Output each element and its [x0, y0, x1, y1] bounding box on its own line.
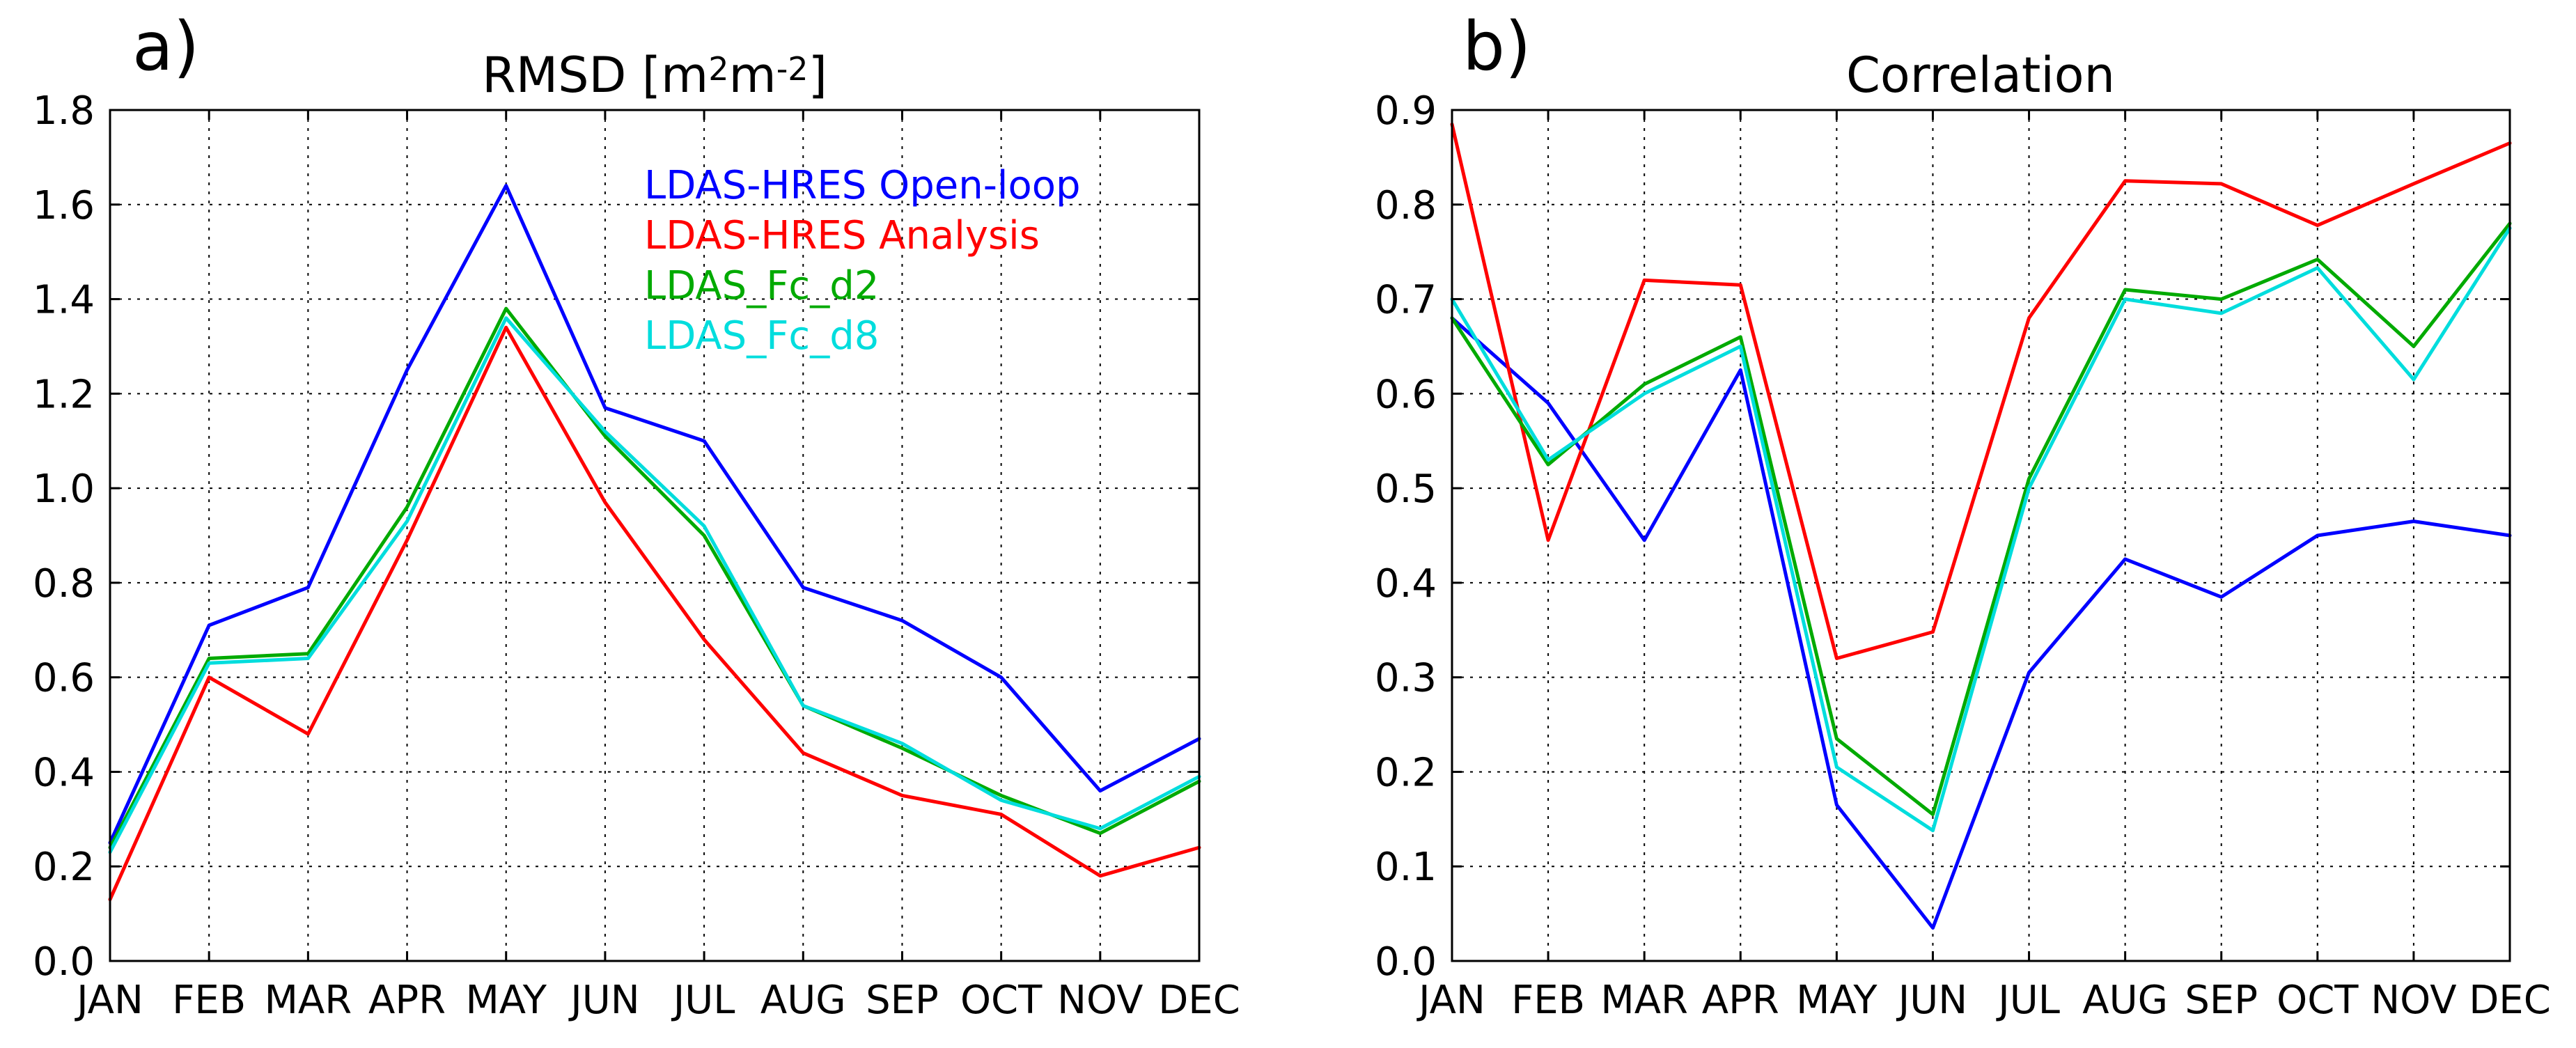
x-tick-label: JUL [671, 978, 735, 1023]
chart-title: RMSD [m2m-2] [482, 47, 827, 104]
x-tick-label: MAY [1796, 978, 1878, 1023]
x-tick-label: DEC [2469, 978, 2551, 1023]
panel-correlation: JAN FEB MAR APR MAY JUN JUL AUG SEP OCT NOV DEC 0.0 0… [1375, 8, 2551, 1023]
legend-entry: LDAS_Fc_d8 [644, 313, 879, 359]
x-tick-label: JUN [1896, 978, 1967, 1023]
y-tick-label: 0.2 [1375, 750, 1437, 795]
axes-frame [1451, 109, 2511, 962]
y-tick-label: 0.8 [33, 561, 95, 607]
x-tick-label: MAR [265, 978, 352, 1023]
series-line-ldas-fc-d8 [108, 316, 1201, 854]
title-segment: m [729, 47, 776, 104]
y-tick-label: 0.7 [1375, 278, 1437, 323]
y-tick-label: 1.0 [33, 467, 95, 512]
y-tick-label: 0.5 [1375, 467, 1437, 512]
x-tick-label: JAN [1416, 978, 1485, 1023]
y-tick-label: 0.0 [1375, 939, 1437, 985]
x-tick-label: MAR [1600, 978, 1688, 1023]
y-tick-label: 0.4 [1375, 561, 1437, 607]
panel-rmsd: JAN FEB MAR APR MAY JUN JUL AUG SEP OCT NOV DEC 0.0 0… [33, 8, 1240, 1023]
legend: LDAS-HRES Open-loop LDAS-HRES Analysis LDA… [644, 163, 1081, 359]
x-tick-label: MAY [465, 978, 547, 1023]
x-tick-label: DEC [1158, 978, 1240, 1023]
axes-frame [109, 109, 1201, 962]
x-tick-label: JAN [75, 978, 143, 1023]
x-tick-label: OCT [960, 978, 1043, 1023]
x-tick-label: AUG [2082, 978, 2168, 1023]
legend-entry: LDAS_Fc_d2 [644, 263, 879, 308]
y-tick-label: 0.6 [1375, 372, 1437, 417]
title-segment: RMSD [m [482, 47, 708, 104]
legend-entry: LDAS-HRES Analysis [644, 213, 1040, 258]
x-tick-label: NOV [1057, 978, 1143, 1023]
series-line-ldas-fc-d2 [1450, 221, 2512, 816]
series-line-ldas-hres-open-loop [108, 184, 1201, 845]
series-line-ldas-fc-d8 [1450, 226, 2512, 833]
x-tick-label: SEP [866, 978, 939, 1023]
y-tick-label: 1.2 [33, 372, 95, 417]
chart-title: Correlation [1846, 47, 2115, 104]
y-tick-label: 0.6 [33, 656, 95, 701]
title-superscript: 2 [708, 50, 728, 88]
y-tick-label: 0.3 [1375, 656, 1437, 701]
x-tick-label: OCT [2277, 978, 2359, 1023]
x-tick-label: FEB [172, 978, 246, 1023]
title-segment: ] [809, 47, 827, 104]
y-tick-label: 0.0 [33, 939, 95, 985]
y-tick-label: 0.1 [1375, 845, 1437, 890]
y-tick-label: 1.6 [33, 183, 95, 228]
panel-label: a) [132, 8, 199, 86]
x-tick-label: NOV [2371, 978, 2456, 1023]
y-tick-label: 0.2 [33, 845, 95, 890]
y-tick-label: 0.8 [1375, 183, 1437, 228]
title-superscript: -2 [776, 50, 809, 88]
x-tick-label: SEP [2185, 978, 2258, 1023]
y-tick-label: 1.4 [33, 278, 95, 323]
x-tick-label: JUL [1996, 978, 2060, 1023]
series-line-ldas-hres-analysis [1450, 122, 2512, 660]
x-tick-label: AUG [760, 978, 846, 1023]
series-line-ldas-hres-open-loop [1450, 316, 2512, 930]
series-line-ldas-hres-analysis [108, 325, 1201, 902]
x-tick-label: APR [1702, 978, 1779, 1023]
y-tick-label: 0.4 [33, 750, 95, 795]
panel-label: b) [1462, 8, 1531, 86]
title-segment: Correlation [1846, 47, 2115, 104]
x-tick-label: APR [368, 978, 446, 1023]
legend-entry: LDAS-HRES Open-loop [644, 163, 1081, 208]
y-tick-label: 0.9 [1375, 88, 1437, 134]
x-tick-label: JUN [568, 978, 639, 1023]
x-tick-label: FEB [1511, 978, 1585, 1023]
series-line-ldas-fc-d2 [108, 306, 1201, 850]
y-tick-label: 1.8 [33, 88, 95, 134]
